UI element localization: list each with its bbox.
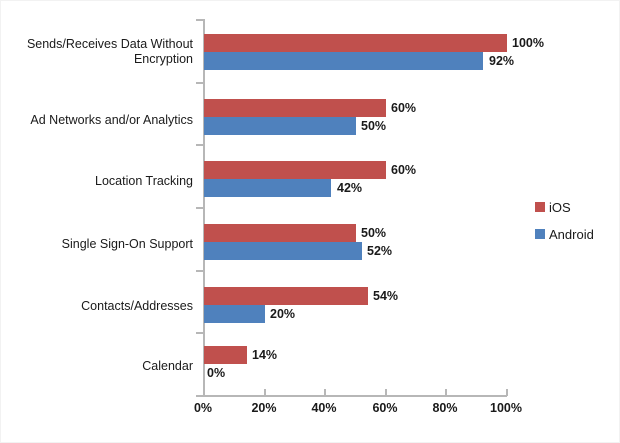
bar-value-android: 42% [337, 181, 363, 195]
value-axis-tick [506, 389, 508, 396]
bar-android [204, 117, 356, 135]
value-axis-tick [324, 389, 326, 396]
value-axis-label: 60% [372, 401, 398, 415]
category-label: Sends/Receives Data Without Encryption [26, 37, 193, 66]
bar-ios [204, 34, 507, 52]
legend-label-ios: iOS [549, 199, 571, 215]
bar-value-ios: 54% [373, 289, 399, 303]
bar-ios [204, 287, 368, 305]
bar-value-android: 0% [207, 366, 226, 380]
bar-android [204, 242, 362, 260]
bar-value-ios: 50% [361, 226, 387, 240]
legend-item-ios: iOS [535, 199, 594, 215]
legend-label-android: Android [549, 226, 594, 242]
value-axis-label: 0% [193, 401, 213, 415]
value-axis-line [203, 395, 507, 397]
bar-ios [204, 99, 386, 117]
category-axis-tick [196, 19, 203, 21]
square-swatch-blue-icon [535, 229, 545, 239]
category-axis-tick [196, 395, 203, 397]
category-label: Single Sign-On Support [61, 237, 193, 251]
bar-value-ios: 60% [391, 163, 417, 177]
category-label: Contacts/Addresses [81, 299, 193, 313]
value-axis-tick [445, 389, 447, 396]
chart-legend: iOS Android [535, 199, 594, 253]
category-label: Location Tracking [95, 174, 193, 188]
value-axis-label: 80% [432, 401, 458, 415]
bar-value-ios: 60% [391, 101, 417, 115]
category-axis-line [203, 19, 205, 396]
category-label: Ad Networks and/or Analytics [30, 113, 193, 127]
value-axis-label: 20% [251, 401, 277, 415]
value-axis-tick [264, 389, 266, 396]
category-axis-tick [196, 144, 203, 146]
bar-value-android: 52% [367, 244, 393, 258]
bar-ios [204, 224, 356, 242]
category-axis-tick [196, 207, 203, 209]
category-axis-tick [196, 332, 203, 334]
category-label: Calendar [142, 359, 193, 373]
bar-android [204, 305, 265, 323]
bar-android [204, 179, 331, 197]
value-axis-label: 40% [311, 401, 337, 415]
value-axis-label: 100% [490, 401, 522, 415]
bar-value-android: 50% [361, 119, 387, 133]
bar-value-ios: 100% [512, 36, 544, 50]
value-axis-tick [203, 389, 205, 396]
bar-ios [204, 346, 247, 364]
bar-android [204, 52, 483, 70]
category-axis-tick [196, 82, 203, 84]
bar-value-ios: 14% [252, 348, 278, 362]
bar-ios [204, 161, 386, 179]
category-axis-tick [196, 270, 203, 272]
legend-item-android: Android [535, 226, 594, 242]
bar-value-android: 92% [489, 54, 515, 68]
value-axis-tick [385, 389, 387, 396]
square-swatch-red-icon [535, 202, 545, 212]
bar-value-android: 20% [270, 307, 296, 321]
